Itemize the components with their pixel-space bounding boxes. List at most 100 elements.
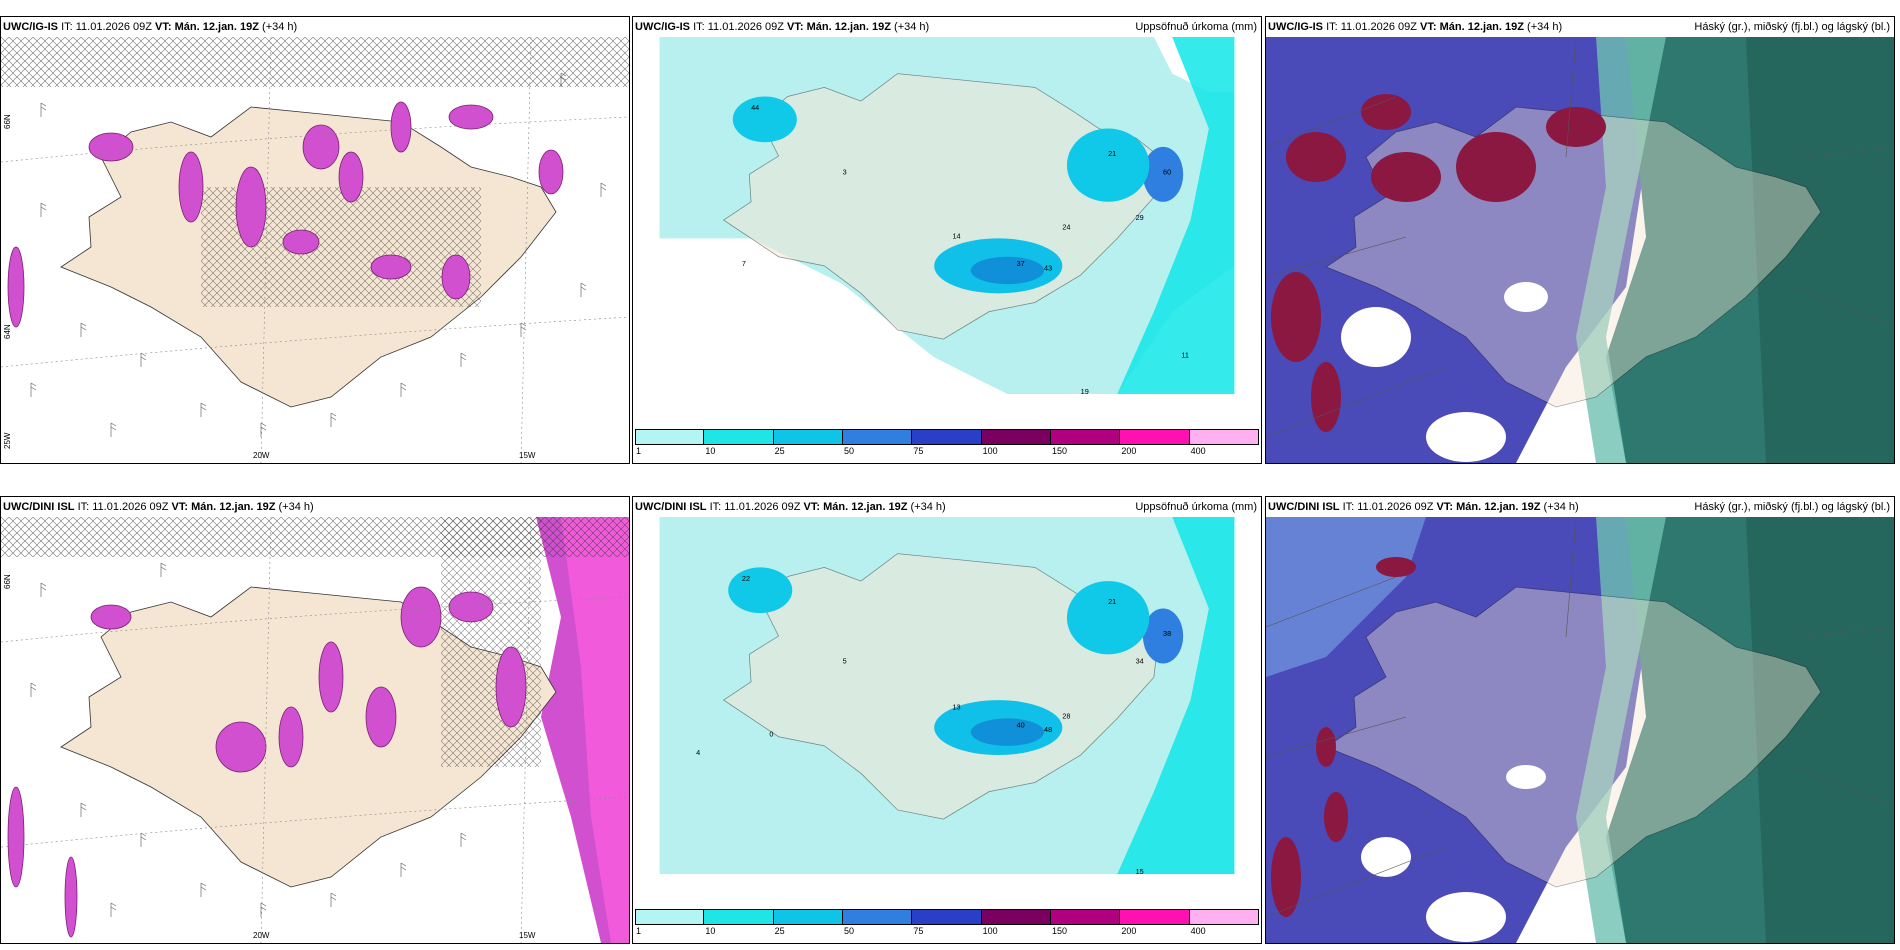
panel-header: UWC/IG-IS IT: 11.01.2026 09Z VT: Mán. 12… [3, 21, 297, 33]
colorbar-swatch [843, 909, 913, 925]
svg-text:29: 29 [1136, 213, 1144, 222]
svg-text:60: 60 [1163, 167, 1171, 176]
valid-time: Mán. 12.jan. 19Z [806, 21, 891, 33]
svg-text:38: 38 [1163, 629, 1171, 638]
lat-label-66n: 66N [3, 114, 12, 129]
model-name: UWC/IG-IS [635, 21, 690, 33]
svg-text:44: 44 [751, 103, 759, 112]
svg-text:28: 28 [1062, 711, 1070, 720]
lon-label-15w: 15W [519, 451, 536, 460]
precip-colorbar: 1 10 25 50 75 100 150 200 400 [635, 909, 1259, 939]
panel-header: UWC/IG-IS IT: 11.01.2026 09Z VT: Mán. 12… [1268, 21, 1562, 33]
colorbar-swatch [704, 429, 774, 445]
model-name: UWC/IG-IS [1268, 21, 1323, 33]
colorbar-swatch [1051, 429, 1121, 445]
panel-header: UWC/DINI ISL IT: 11.01.2026 09Z VT: Mán.… [1268, 501, 1579, 513]
init-time: IT: 11.01.2026 09Z [709, 501, 801, 513]
svg-text:7: 7 [742, 259, 746, 268]
panel-header: UWC/DINI ISL IT: 11.01.2026 09Z VT: Mán.… [3, 501, 314, 513]
colorbar-tick-label: 150 [1052, 926, 1068, 936]
precip-type-map [1, 37, 629, 463]
svg-text:24: 24 [1062, 222, 1070, 231]
model-name: UWC/DINI ISL [3, 501, 75, 513]
cloud-cover-map [1266, 37, 1894, 463]
cloud-cover-map [1266, 517, 1894, 943]
colorbar-swatch [981, 429, 1051, 445]
valid-time: Mán. 12.jan. 19Z [1439, 21, 1524, 33]
model-name: UWC/DINI ISL [635, 501, 707, 513]
model-name: UWC/IG-IS [3, 21, 58, 33]
accumulated-precip-map: 38 48 40 34 28 21 22 13 15 4 5 0 [659, 517, 1235, 876]
colorbar-tick-label: 50 [844, 446, 855, 456]
lat-label-66n: 66N [3, 574, 12, 589]
svg-text:15: 15 [1136, 867, 1144, 876]
colorbar-frame [635, 909, 1259, 925]
lead-time: (+34 h) [910, 501, 946, 513]
svg-text:4: 4 [696, 748, 700, 757]
panel-top-right: UWC/IG-IS IT: 11.01.2026 09Z VT: Mán. 12… [1265, 16, 1895, 464]
colorbar-tick-label: 75 [913, 926, 924, 936]
precip-colorbar: 1 10 25 50 75 100 150 200 400 [635, 429, 1259, 459]
valid-label: VT: [155, 21, 172, 33]
valid-label: VT: [171, 501, 189, 513]
svg-text:19: 19 [1081, 387, 1089, 396]
panel-header: UWC/IG-IS IT: 11.01.2026 09Z VT: Mán. 12… [635, 21, 929, 33]
colorbar-tick-label: 100 [982, 926, 998, 936]
svg-text:21: 21 [1108, 149, 1116, 158]
valid-label: VT: [1436, 501, 1454, 513]
panel-bottom-left: UWC/DINI ISL IT: 11.01.2026 09Z VT: Mán.… [0, 496, 630, 944]
panel-field-title: Háský (gr.), miðský (fj.bl.) og lágský (… [1694, 501, 1890, 513]
iceland-land [1325, 106, 1822, 408]
iceland-land [1325, 586, 1822, 888]
svg-text:3: 3 [843, 167, 847, 176]
svg-text:40: 40 [1017, 721, 1025, 730]
colorbar-swatch [1120, 429, 1190, 445]
svg-text:43: 43 [1044, 263, 1052, 272]
svg-text:11: 11 [1181, 350, 1189, 359]
colorbar-swatch [1120, 909, 1190, 925]
colorbar-tick-label: 150 [1052, 446, 1068, 456]
valid-label: VT: [803, 501, 821, 513]
lon-label-20w: 20W [253, 451, 270, 460]
panel-bottom-right: UWC/DINI ISL IT: 11.01.2026 09Z VT: Mán.… [1265, 496, 1895, 944]
lead-time: (+34 h) [262, 21, 298, 33]
lon-label-15w: 15W [519, 931, 536, 940]
valid-label: VT: [1420, 21, 1437, 33]
colorbar-swatch [773, 429, 843, 445]
colorbar-tick-label: 100 [982, 446, 998, 456]
colorbar-tick-label: 1 [636, 926, 642, 936]
init-time: IT: 11.01.2026 09Z [693, 21, 784, 33]
precip-type-map [1, 517, 629, 943]
init-time: IT: 11.01.2026 09Z [1342, 501, 1434, 513]
colorbar-swatch [635, 429, 705, 445]
init-time: IT: 11.01.2026 09Z [77, 501, 169, 513]
svg-text:37: 37 [1017, 259, 1025, 268]
panel-field-title: Uppsöfnuð úrkoma (mm) [1135, 501, 1257, 513]
colorbar-swatch [635, 909, 705, 925]
valid-time: Mán. 12.jan. 19Z [823, 501, 908, 513]
svg-text:34: 34 [1136, 656, 1144, 665]
colorbar-swatch [912, 429, 982, 445]
colorbar-tick-label: 50 [844, 926, 855, 936]
colorbar-tick-label: 200 [1121, 926, 1137, 936]
colorbar-tick-label: 75 [913, 446, 924, 456]
panel-field-title: Háský (gr.), miðský (fj.bl.) og lágský (… [1694, 21, 1890, 33]
svg-text:0: 0 [769, 730, 773, 739]
svg-text:5: 5 [843, 656, 847, 665]
lead-time: (+34 h) [894, 21, 930, 33]
panel-top-middle: UWC/IG-IS IT: 11.01.2026 09Z VT: Mán. 12… [632, 16, 1262, 464]
colorbar-tick-label: 200 [1121, 446, 1137, 456]
colorbar-frame [635, 429, 1259, 445]
svg-text:48: 48 [1044, 725, 1052, 734]
lon-label-20w: 20W [253, 931, 270, 940]
svg-text:21: 21 [1108, 597, 1116, 606]
lead-time: (+34 h) [1527, 21, 1563, 33]
colorbar-tick-label: 400 [1190, 926, 1206, 936]
colorbar-tick-label: 400 [1190, 446, 1206, 456]
valid-label: VT: [787, 21, 804, 33]
panel-header: UWC/DINI ISL IT: 11.01.2026 09Z VT: Mán.… [635, 501, 946, 513]
lat-label-64n: 64N [3, 324, 12, 339]
svg-text:14: 14 [952, 231, 960, 240]
panel-field-title: Uppsöfnuð úrkoma (mm) [1135, 21, 1257, 33]
